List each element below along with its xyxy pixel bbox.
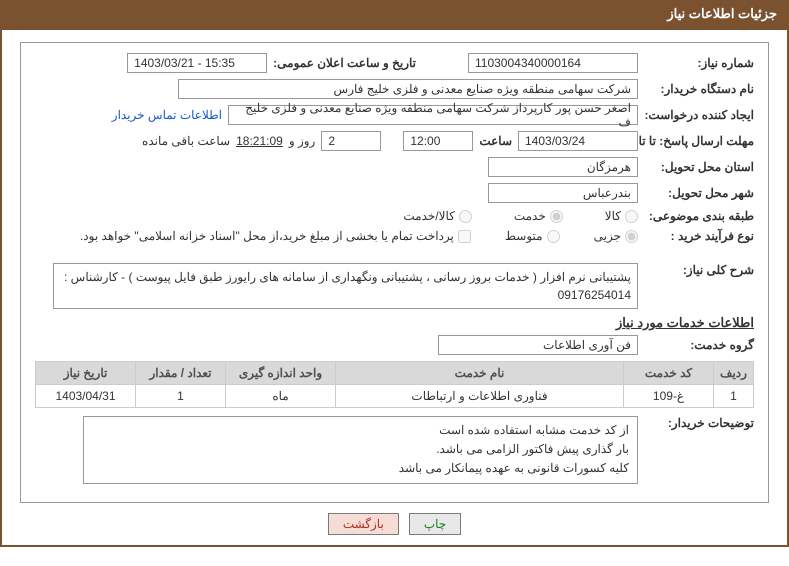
th-row: ردیف — [714, 362, 754, 385]
proc-medium-radio[interactable]: متوسط — [505, 229, 560, 243]
cat-service-label: خدمت — [514, 209, 546, 223]
back-button[interactable]: بازگشت — [328, 513, 399, 535]
note-line-1: از کد خدمت مشابه استفاده شده است — [92, 421, 629, 440]
service-group-field: فن آوری اطلاعات — [438, 335, 638, 355]
announce-dt-field: 1403/03/21 - 15:35 — [127, 53, 267, 73]
td-code: غ-109 — [624, 385, 714, 408]
th-date: تاریخ نیاز — [36, 362, 136, 385]
print-button[interactable]: چاپ — [409, 513, 461, 535]
buyer-contact-link[interactable]: اطلاعات تماس خریدار — [112, 108, 222, 122]
cat-goods-radio[interactable]: کالا — [605, 209, 638, 223]
province-label: استان محل تحویل: — [644, 160, 754, 174]
time-label: ساعت — [479, 134, 512, 148]
td-row: 1 — [714, 385, 754, 408]
desc-label: شرح کلی نیاز: — [644, 263, 754, 277]
announce-dt-label: تاریخ و ساعت اعلان عمومی: — [273, 56, 416, 70]
buyer-notes-label: توضیحات خریدار: — [644, 416, 754, 430]
proc-minor-radio[interactable]: جزیی — [594, 229, 638, 243]
requester-label: ایجاد کننده درخواست: — [644, 108, 754, 122]
need-no-field: 1103004340000164 — [468, 53, 638, 73]
proc-minor-label: جزیی — [594, 229, 621, 243]
remaining-days-field: 2 — [321, 131, 381, 151]
cat-goods-service-radio[interactable]: کالا/خدمت — [403, 209, 471, 223]
page-title-bar: جزئیات اطلاعات نیاز — [0, 0, 789, 28]
buyer-notes-field: از کد خدمت مشابه استفاده شده است بار گذا… — [83, 416, 638, 484]
form-section: شماره نیاز: 1103004340000164 تاریخ و ساع… — [20, 42, 769, 503]
deadline-label: مهلت ارسال پاسخ: تا تاریخ: — [644, 134, 754, 148]
th-code: کد خدمت — [624, 362, 714, 385]
td-name: فناوری اطلاعات و ارتباطات — [336, 385, 624, 408]
desc-field: پشتیبانی نرم افزار ( خدمات بروز رسانی ، … — [53, 263, 638, 309]
main-frame: شماره نیاز: 1103004340000164 تاریخ و ساع… — [0, 28, 789, 547]
note-line-3: کلیه کسورات قانونی به عهده پیمانکار می ب… — [92, 459, 629, 478]
need-no-label: شماره نیاز: — [644, 56, 754, 70]
td-date: 1403/04/31 — [36, 385, 136, 408]
th-qty: تعداد / مقدار — [136, 362, 226, 385]
cat-goods-label: کالا — [605, 209, 621, 223]
remaining-time: 18:21:09 — [236, 134, 283, 148]
payment-note-label: پرداخت تمام یا بخشی از مبلغ خرید،از محل … — [80, 229, 454, 243]
td-qty: 1 — [136, 385, 226, 408]
service-group-label: گروه خدمت: — [644, 338, 754, 352]
deadline-date-field: 1403/03/24 — [518, 131, 638, 151]
remaining-suffix: ساعت باقی مانده — [142, 134, 230, 148]
payment-note-check[interactable]: پرداخت تمام یا بخشی از مبلغ خرید،از محل … — [80, 229, 471, 243]
province-field: هرمزگان — [488, 157, 638, 177]
table-row: 1 غ-109 فناوری اطلاعات و ارتباطات ماه 1 … — [36, 385, 754, 408]
service-table: ردیف کد خدمت نام خدمت واحد اندازه گیری ت… — [35, 361, 754, 408]
process-label: نوع فرآیند خرید : — [644, 229, 754, 243]
cat-service-radio[interactable]: خدمت — [514, 209, 563, 223]
city-label: شهر محل تحویل: — [644, 186, 754, 200]
buyer-field: شرکت سهامی منطقه ویژه صنایع معدنی و فلزی… — [178, 79, 638, 99]
deadline-time-field: 12:00 — [403, 131, 473, 151]
note-line-2: بار گذاری پیش فاکتور الزامی می باشد. — [92, 440, 629, 459]
buyer-label: نام دستگاه خریدار: — [644, 82, 754, 96]
th-name: نام خدمت — [336, 362, 624, 385]
service-info-title: اطلاعات خدمات مورد نیاز — [35, 315, 754, 331]
city-field: بندرعباس — [488, 183, 638, 203]
category-label: طبقه بندی موضوعی: — [644, 209, 754, 223]
td-unit: ماه — [226, 385, 336, 408]
cat-goods-service-label: کالا/خدمت — [403, 209, 454, 223]
requester-field: اصغر حسن پور کارپرداز شرکت سهامی منطقه و… — [228, 105, 638, 125]
th-unit: واحد اندازه گیری — [226, 362, 336, 385]
proc-medium-label: متوسط — [505, 229, 543, 243]
remaining-days-label: روز و — [289, 134, 316, 148]
page-title: جزئیات اطلاعات نیاز — [667, 6, 777, 21]
